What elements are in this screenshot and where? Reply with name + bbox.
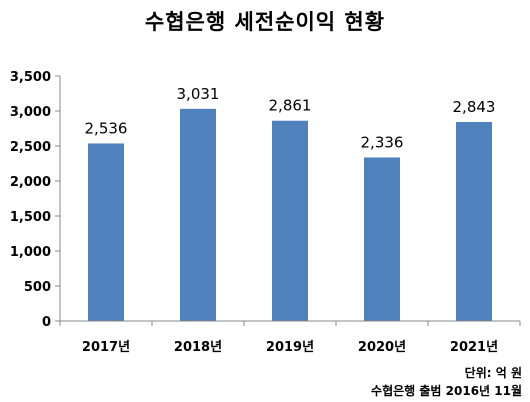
unit-note: 단위: 억 원 [464, 366, 522, 380]
y-tick-label: 3,500 [10, 70, 51, 85]
y-axis-ticks: 0 500 1,000 1,500 2,000 2,500 3,000 3,500 [10, 70, 60, 330]
y-tick-label: 2,500 [10, 140, 51, 155]
y-tick-label: 2,000 [10, 175, 51, 190]
y-tick-label: 0 [42, 315, 51, 330]
x-tick-label: 2021년 [450, 340, 498, 355]
bars [88, 108, 492, 322]
data-label: 2,536 [85, 119, 128, 137]
bar [456, 121, 492, 322]
x-axis-ticks: 2017년 2018년 2019년 2020년 2021년 [59, 321, 521, 355]
axes [59, 76, 520, 322]
data-label: 2,336 [361, 133, 404, 151]
x-tick-label: 2017년 [82, 340, 130, 355]
x-tick-label: 2020년 [358, 340, 406, 355]
y-tick-label: 1,000 [10, 245, 51, 260]
data-label: 2,843 [453, 98, 496, 116]
bar [180, 108, 216, 321]
y-tick-label: 3,000 [10, 105, 51, 120]
chart-title: 수협은행 세전순이익 현황 [144, 10, 386, 34]
y-tick-label: 500 [24, 280, 51, 295]
data-labels: 2,536 3,031 2,861 2,336 2,843 [85, 85, 496, 152]
y-tick-label: 1,500 [10, 210, 51, 225]
source-note: 수협은행 출범 2016년 11월 [371, 384, 522, 398]
bar [364, 157, 400, 321]
bar [272, 120, 308, 321]
data-label: 3,031 [177, 85, 220, 103]
x-tick-label: 2018년 [174, 340, 222, 355]
bar [88, 143, 124, 321]
data-label: 2,861 [269, 97, 312, 115]
x-tick-label: 2019년 [266, 340, 314, 355]
